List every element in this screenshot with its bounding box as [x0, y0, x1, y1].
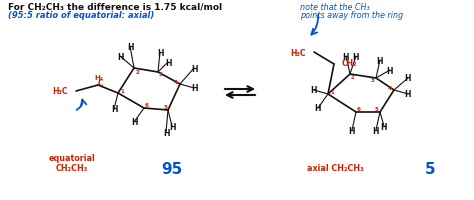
Text: 5: 5 [425, 161, 435, 176]
Text: H: H [373, 126, 379, 135]
Text: 5: 5 [163, 105, 167, 110]
Text: H₃C: H₃C [291, 48, 306, 57]
Text: For CH₂CH₃ the difference is 1.75 kcal/mol: For CH₂CH₃ the difference is 1.75 kcal/m… [8, 3, 222, 12]
Text: H: H [353, 52, 359, 61]
Text: H: H [165, 58, 171, 67]
Text: H: H [315, 104, 321, 113]
Text: H: H [191, 84, 197, 93]
Text: H: H [349, 126, 355, 135]
Text: 4: 4 [388, 86, 392, 91]
Text: H: H [117, 52, 123, 61]
Text: 5: 5 [374, 107, 378, 112]
Text: H: H [163, 128, 169, 137]
Text: points away from the ring: points away from the ring [300, 11, 403, 20]
Text: 1: 1 [330, 90, 334, 95]
Text: H: H [387, 66, 393, 75]
Text: H: H [191, 64, 197, 73]
Text: H: H [381, 122, 387, 131]
Text: (95:5 ratio of equatorial: axial): (95:5 ratio of equatorial: axial) [8, 11, 154, 20]
Text: C: C [97, 79, 103, 88]
Text: H: H [405, 90, 411, 99]
Text: H: H [111, 105, 117, 114]
Text: 6: 6 [357, 107, 361, 112]
Text: axial CH₂CH₃: axial CH₂CH₃ [307, 163, 363, 172]
Text: 95: 95 [161, 161, 182, 176]
Text: H: H [169, 122, 175, 131]
Text: 3: 3 [371, 78, 375, 83]
Text: 4: 4 [174, 80, 178, 85]
Text: 1: 1 [120, 89, 124, 94]
Text: 3: 3 [159, 72, 163, 77]
Text: H₂: H₂ [94, 75, 103, 81]
Text: H: H [377, 56, 383, 65]
Text: 2: 2 [135, 69, 139, 74]
Text: H: H [343, 52, 349, 61]
Text: H: H [157, 48, 163, 57]
Text: H: H [405, 74, 411, 83]
Text: H: H [131, 118, 137, 127]
Text: 6: 6 [145, 103, 149, 108]
Text: H: H [311, 86, 317, 95]
Text: 2: 2 [351, 75, 355, 80]
Text: H: H [127, 42, 133, 51]
Text: note that the CH₃: note that the CH₃ [300, 3, 370, 12]
Text: equatorial
CH₂CH₃: equatorial CH₂CH₃ [49, 153, 95, 172]
Text: CH₂: CH₂ [342, 58, 357, 67]
Text: H₃C: H₃C [53, 87, 68, 96]
